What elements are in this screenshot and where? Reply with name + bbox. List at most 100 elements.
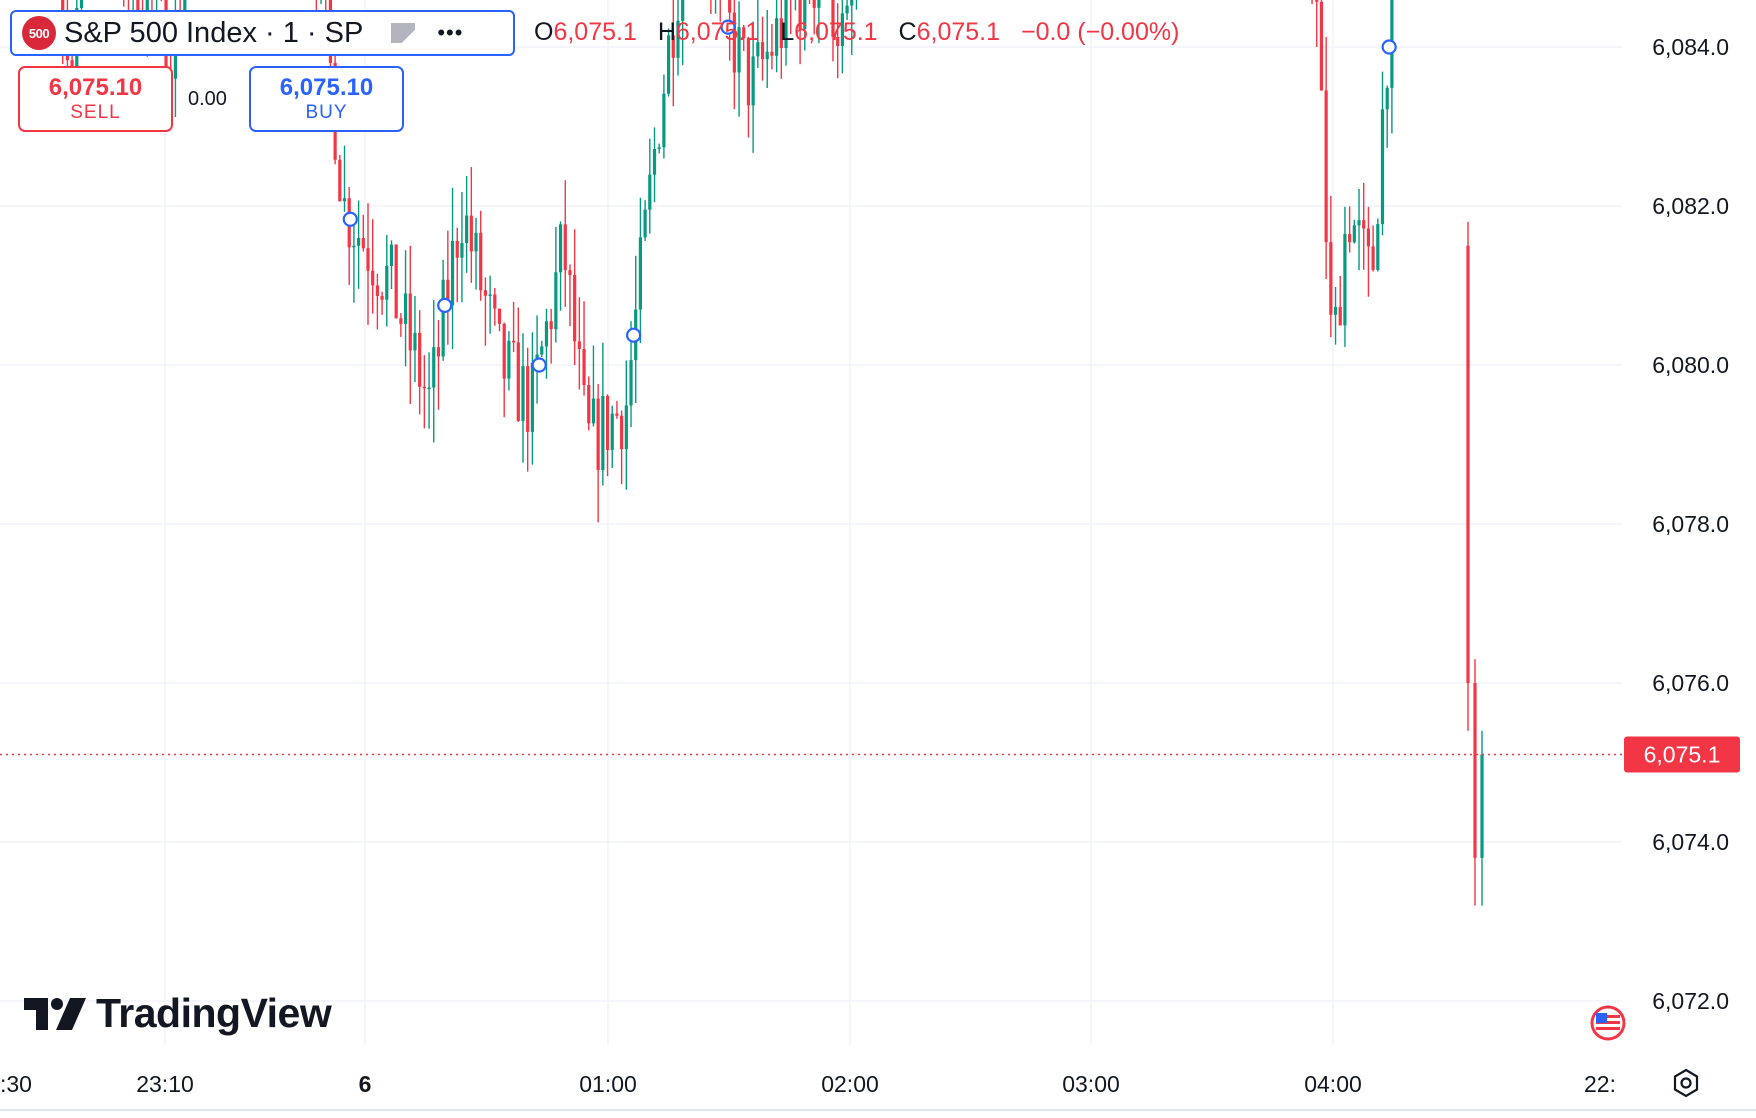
symbol-badge: 500 bbox=[22, 16, 56, 50]
candle-body bbox=[1324, 90, 1328, 243]
candle-body bbox=[497, 308, 502, 324]
event-marker[interactable] bbox=[1381, 39, 1397, 55]
candle-body bbox=[657, 147, 661, 149]
candle-body bbox=[418, 332, 422, 387]
candle-body bbox=[779, 18, 783, 49]
candle-body bbox=[850, 0, 854, 6]
tradingview-logo-text: TradingView bbox=[96, 990, 332, 1036]
ohlc-value-open: 6,075.1 bbox=[553, 18, 637, 46]
symbol-title[interactable]: S&P 500 Index · 1 · SP bbox=[64, 16, 364, 49]
candle-body bbox=[1466, 245, 1470, 683]
candle-body bbox=[662, 93, 666, 148]
candle-body bbox=[366, 248, 370, 271]
candle-body bbox=[422, 386, 426, 389]
flag-icon[interactable] bbox=[391, 23, 416, 43]
candle-body bbox=[1473, 683, 1477, 858]
sell-button[interactable]: 6,075.10 SELL bbox=[18, 66, 173, 132]
time-axis[interactable]: :30 23:10 6 01:00 02:00 03:00 04:00 22: bbox=[0, 1071, 1616, 1097]
more-options-icon[interactable]: ••• bbox=[437, 20, 464, 45]
candle-body bbox=[760, 42, 765, 60]
last-price-label-bg bbox=[1624, 736, 1740, 773]
candle-body bbox=[746, 38, 751, 106]
ohlc-key-high: H bbox=[657, 18, 676, 46]
time-tick-label: 03:00 bbox=[1062, 1071, 1120, 1097]
candle-body bbox=[671, 35, 675, 58]
ohlc-value-low: 6,075.1 bbox=[794, 18, 878, 46]
price-tick-label: 6,074.0 bbox=[1652, 829, 1729, 855]
candle-body bbox=[385, 265, 389, 300]
candle-body bbox=[1352, 225, 1356, 243]
candle-body bbox=[493, 294, 497, 309]
candle-body bbox=[380, 295, 384, 300]
candle-body bbox=[1376, 224, 1380, 270]
candle-body bbox=[803, 0, 807, 29]
candle-body bbox=[455, 240, 459, 258]
candle-body bbox=[615, 413, 619, 416]
event-marker[interactable] bbox=[437, 297, 453, 313]
candle-body bbox=[601, 395, 605, 471]
candle-body bbox=[1366, 228, 1371, 247]
candle-body bbox=[1371, 246, 1375, 270]
candle-body bbox=[587, 385, 591, 424]
event-marker[interactable] bbox=[342, 211, 358, 227]
candle-body bbox=[408, 293, 412, 351]
vertical-gridlines bbox=[164, 0, 1334, 1045]
time-tick-label: 22: bbox=[1584, 1071, 1616, 1097]
candle-body bbox=[549, 321, 553, 330]
candle-body bbox=[526, 366, 530, 432]
candle-body bbox=[836, 36, 840, 46]
buy-button[interactable]: 6,075.10 BUY bbox=[249, 66, 404, 132]
candle-body bbox=[371, 270, 375, 286]
candle-body bbox=[732, 12, 736, 73]
us-market-flag-icon[interactable] bbox=[1590, 1005, 1626, 1041]
candle-body bbox=[568, 270, 572, 276]
price-axis[interactable]: 6,072.0 6,074.0 6,076.0 6,078.0 6,080.0 6,082… bbox=[1652, 0, 1729, 1014]
candle-body bbox=[1348, 234, 1352, 243]
last-price-label-text: 6,075.1 bbox=[1644, 742, 1721, 768]
candle-body bbox=[465, 215, 469, 243]
candle-body bbox=[441, 279, 445, 357]
time-tick-label: 04:00 bbox=[1304, 1071, 1362, 1097]
event-marker[interactable] bbox=[720, 19, 736, 35]
settings-icon[interactable] bbox=[1670, 1067, 1702, 1099]
candle-body bbox=[629, 360, 633, 406]
candle-body bbox=[436, 347, 441, 357]
candle-body bbox=[648, 174, 652, 210]
candle-body bbox=[1480, 754, 1484, 858]
price-tick-label: 6,084.0 bbox=[1652, 34, 1729, 60]
candle-body bbox=[596, 398, 600, 471]
candle-body bbox=[652, 148, 657, 175]
candle-body bbox=[610, 413, 614, 450]
sell-label: SELL bbox=[70, 102, 121, 123]
tradingview-logo[interactable]: TradingView bbox=[24, 990, 332, 1037]
time-tick-label: :30 bbox=[0, 1071, 32, 1097]
candle-body bbox=[591, 398, 596, 424]
sell-price: 6,075.10 bbox=[48, 74, 143, 101]
candle-body bbox=[840, 13, 844, 46]
price-tick-label: 6,072.0 bbox=[1652, 988, 1729, 1014]
candle-body bbox=[1319, 1, 1324, 91]
candle-body bbox=[342, 198, 347, 202]
candle-body bbox=[352, 245, 356, 248]
candle-body bbox=[530, 362, 534, 432]
price-tick-label: 6,076.0 bbox=[1652, 670, 1729, 696]
symbol-header[interactable]: 500 S&P 500 Index · 1 · SP ••• bbox=[10, 10, 515, 56]
candle-body bbox=[605, 395, 610, 450]
candle-body bbox=[676, 20, 680, 58]
candle-body bbox=[681, 0, 685, 21]
candle-body bbox=[361, 237, 365, 249]
time-tick-label: 01:00 bbox=[579, 1071, 637, 1097]
event-marker[interactable] bbox=[626, 327, 642, 343]
candle-body bbox=[573, 275, 577, 342]
candle-body bbox=[831, 0, 835, 37]
time-tick-label: 02:00 bbox=[821, 1071, 879, 1097]
buy-price: 6,075.10 bbox=[279, 74, 374, 101]
candle-body bbox=[1338, 307, 1342, 326]
candle-body bbox=[474, 232, 478, 252]
candle-body bbox=[563, 224, 567, 271]
candle-body bbox=[432, 347, 436, 388]
candle-body bbox=[450, 240, 455, 306]
candle-body bbox=[389, 244, 394, 266]
event-marker[interactable] bbox=[531, 357, 547, 373]
